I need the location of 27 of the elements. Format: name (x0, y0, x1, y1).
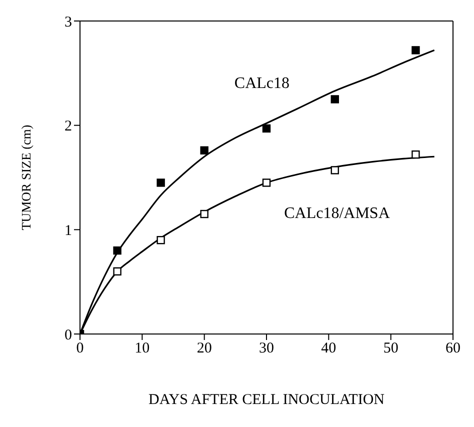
x-tick-label: 0 (76, 340, 84, 357)
x-tick-label: 20 (196, 340, 212, 357)
y-tick-label: 3 (64, 14, 72, 30)
x-tick-label: 30 (259, 340, 274, 357)
point (262, 178, 271, 187)
point (330, 166, 339, 174)
y-tick-label: 2 (64, 118, 72, 135)
point (330, 95, 339, 104)
y-axis-title: TUMOR SIZE (cm) (18, 124, 34, 230)
point (113, 267, 122, 276)
y-tick-label: 1 (64, 222, 72, 239)
point (262, 124, 271, 133)
point (412, 46, 420, 54)
series-label: CALc18/AMSA (284, 205, 390, 222)
point (113, 246, 122, 255)
x-tick-label: 50 (383, 340, 398, 357)
text: CALc18 (234, 74, 290, 92)
point (156, 178, 165, 187)
point (412, 150, 420, 159)
point (156, 236, 165, 244)
point (200, 146, 208, 154)
x-axis-title: DAYS AFTER CELL INOCULATION (148, 392, 385, 408)
x-tick-label: 60 (446, 340, 460, 357)
point (200, 210, 208, 218)
x-tick-label: 40 (321, 340, 336, 357)
y-tick-label: 0 (64, 327, 72, 344)
x-tick-label: 10 (134, 340, 150, 357)
